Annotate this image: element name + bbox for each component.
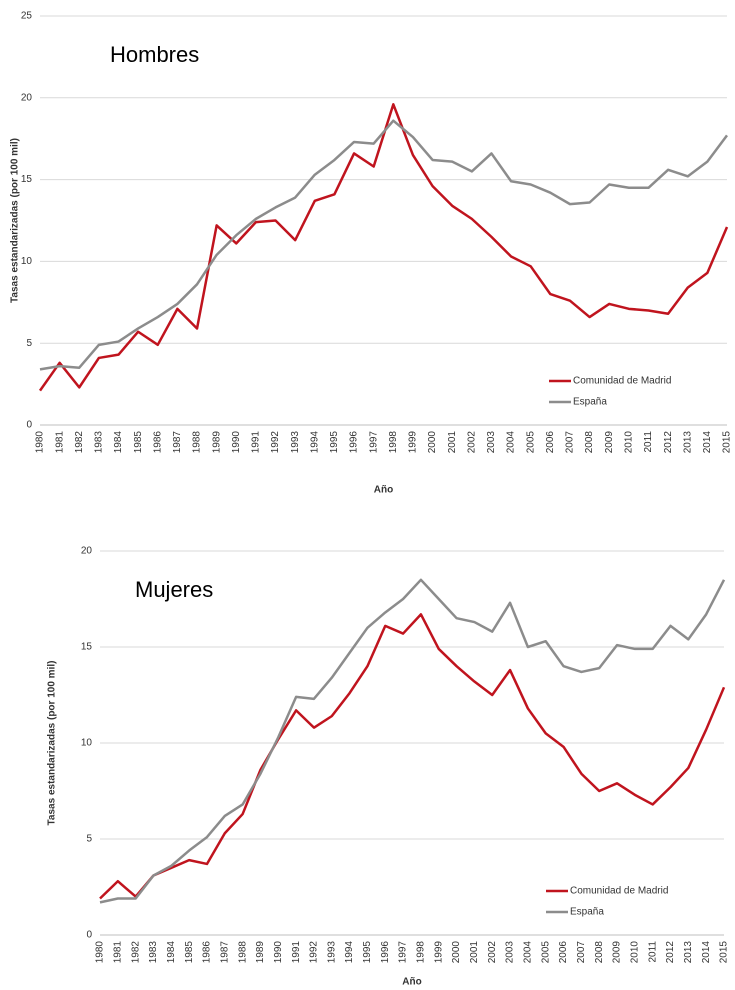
- y-tick-label: 15: [21, 174, 33, 185]
- x-tick-label: 2008: [594, 941, 605, 964]
- x-tick-label: 1988: [237, 941, 248, 964]
- y-axis-label: Tasas estandarizadas (por 100 mil): [47, 661, 58, 826]
- x-tick-label: 1990: [231, 431, 242, 454]
- legend-label: España: [570, 907, 604, 918]
- y-tick-label: 5: [26, 338, 32, 349]
- x-tick-label: 1997: [398, 941, 409, 964]
- line-series: [99, 613, 726, 900]
- y-tick-label: 0: [26, 420, 32, 431]
- line-series: [99, 578, 726, 904]
- x-tick-label: 2000: [451, 941, 462, 964]
- x-tick-label: 1986: [202, 941, 213, 964]
- x-tick-label: 1985: [184, 941, 195, 964]
- x-tick-label: 1994: [344, 941, 355, 964]
- x-tick-label: 2013: [683, 941, 694, 964]
- x-tick-label: 2003: [505, 941, 516, 964]
- x-tick-label: 2011: [643, 431, 654, 453]
- x-tick-label: 1998: [388, 431, 399, 454]
- x-tick-label: 1996: [380, 941, 391, 964]
- x-tick-label: 2015: [719, 941, 730, 964]
- x-axis-label: Año: [374, 485, 393, 496]
- x-tick-label: 2001: [447, 431, 458, 454]
- x-tick-label: 1983: [148, 941, 159, 964]
- x-tick-label: 2009: [612, 941, 623, 964]
- x-tick-label: 1981: [54, 431, 65, 454]
- x-tick-label: 1994: [309, 431, 320, 454]
- y-tick-label: 10: [21, 256, 33, 267]
- line-series: [38, 103, 729, 392]
- x-tick-label: 1998: [416, 941, 427, 964]
- x-tick-label: 1999: [408, 431, 419, 454]
- x-tick-label: 2015: [722, 431, 733, 454]
- x-tick-label: 2011: [647, 941, 658, 963]
- x-tick-label: 1980: [35, 431, 46, 454]
- x-tick-label: 1982: [74, 431, 85, 454]
- x-tick-label: 1989: [255, 941, 266, 964]
- x-tick-label: 2005: [540, 941, 551, 964]
- x-tick-label: 2014: [701, 941, 712, 964]
- x-tick-label: 1999: [433, 941, 444, 964]
- x-tick-label: 2013: [682, 431, 693, 454]
- y-axis-label: Tasas estandarizadas (por 100 mil): [10, 138, 21, 303]
- x-tick-label: 2007: [565, 431, 576, 454]
- y-tick-label: 15: [81, 642, 93, 653]
- legend-label: España: [573, 397, 607, 408]
- x-tick-label: 2010: [629, 941, 640, 964]
- x-tick-label: 2009: [604, 431, 615, 454]
- x-axis-label: Año: [402, 977, 421, 988]
- x-tick-label: 1986: [152, 431, 163, 454]
- x-tick-label: 1987: [172, 431, 183, 454]
- x-tick-label: 2014: [702, 431, 713, 454]
- x-tick-label: 1991: [291, 941, 302, 964]
- y-tick-label: 5: [86, 834, 92, 845]
- x-tick-label: 2007: [576, 941, 587, 964]
- x-tick-label: 1983: [94, 431, 105, 454]
- x-tick-label: 2001: [469, 941, 480, 964]
- line-series: [39, 119, 729, 371]
- x-tick-label: 1993: [290, 431, 301, 454]
- x-tick-label: 1982: [130, 941, 141, 964]
- x-tick-label: 2000: [427, 431, 438, 454]
- x-tick-label: 1995: [362, 941, 373, 964]
- x-tick-label: 1990: [273, 941, 284, 964]
- x-tick-label: 2012: [663, 431, 674, 454]
- x-tick-label: 2012: [665, 941, 676, 964]
- chart-title: Hombres: [110, 42, 199, 67]
- x-tick-label: 2002: [487, 941, 498, 964]
- x-tick-label: 1997: [368, 431, 379, 454]
- x-tick-label: 1992: [309, 941, 320, 964]
- y-tick-label: 0: [86, 930, 92, 941]
- legend-label: Comunidad de Madrid: [573, 376, 671, 387]
- x-tick-label: 1985: [133, 431, 144, 454]
- x-tick-label: 1980: [95, 941, 106, 964]
- x-tick-label: 1991: [251, 431, 262, 454]
- x-tick-label: 2006: [545, 431, 556, 454]
- chart-title: Mujeres: [135, 577, 213, 602]
- x-tick-label: 1988: [192, 431, 203, 454]
- y-tick-label: 20: [21, 92, 33, 103]
- x-tick-label: 1984: [113, 431, 124, 454]
- x-tick-label: 1987: [219, 941, 230, 964]
- x-tick-label: 1984: [166, 941, 177, 964]
- x-tick-label: 2010: [623, 431, 634, 454]
- x-tick-label: 1995: [329, 431, 340, 454]
- x-tick-label: 1992: [270, 431, 281, 454]
- x-tick-label: 1996: [349, 431, 360, 454]
- x-tick-label: 2004: [506, 431, 517, 454]
- y-tick-label: 20: [81, 546, 93, 557]
- y-tick-label: 10: [81, 738, 93, 749]
- x-tick-label: 1981: [112, 941, 123, 964]
- y-tick-label: 25: [21, 11, 33, 22]
- x-tick-label: 2002: [466, 431, 477, 454]
- x-tick-label: 1993: [326, 941, 337, 964]
- x-tick-label: 1989: [211, 431, 222, 454]
- x-tick-label: 2003: [486, 431, 497, 454]
- x-tick-label: 2004: [523, 941, 534, 964]
- x-tick-label: 2006: [558, 941, 569, 964]
- x-tick-label: 2005: [525, 431, 536, 454]
- legend-label: Comunidad de Madrid: [570, 886, 668, 897]
- x-tick-label: 2008: [584, 431, 595, 454]
